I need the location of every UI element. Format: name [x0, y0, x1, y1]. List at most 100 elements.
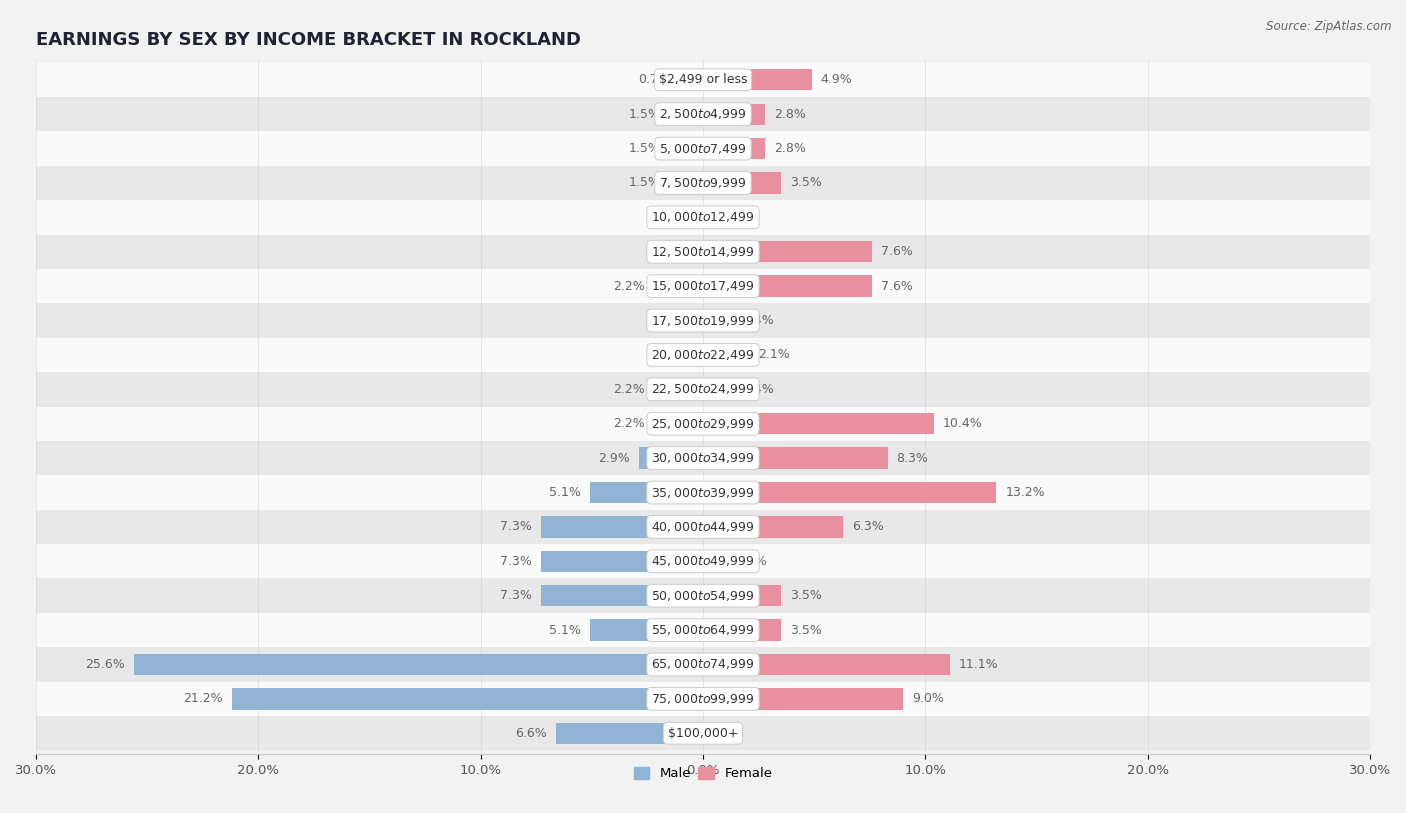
Text: 3.5%: 3.5%: [790, 589, 821, 602]
Legend: Male, Female: Male, Female: [628, 762, 778, 785]
Text: 0.69%: 0.69%: [727, 554, 768, 567]
Text: $12,500 to $14,999: $12,500 to $14,999: [651, 245, 755, 259]
Text: $15,000 to $17,499: $15,000 to $17,499: [651, 279, 755, 293]
Text: 2.2%: 2.2%: [613, 383, 645, 396]
Text: $2,500 to $4,999: $2,500 to $4,999: [659, 107, 747, 121]
Bar: [703, 103, 765, 125]
Text: $22,500 to $24,999: $22,500 to $24,999: [651, 382, 755, 396]
Text: $75,000 to $99,999: $75,000 to $99,999: [651, 692, 755, 706]
Text: 8.3%: 8.3%: [897, 451, 928, 464]
Text: $100,000+: $100,000+: [668, 727, 738, 740]
Text: 1.5%: 1.5%: [628, 107, 661, 120]
Text: 9.0%: 9.0%: [912, 693, 943, 706]
Text: 7.6%: 7.6%: [882, 280, 912, 293]
Text: $50,000 to $54,999: $50,000 to $54,999: [651, 589, 755, 602]
Bar: [703, 172, 780, 193]
Bar: [232, 689, 703, 710]
Text: EARNINGS BY SEX BY INCOME BRACKET IN ROCKLAND: EARNINGS BY SEX BY INCOME BRACKET IN ROC…: [37, 31, 581, 50]
Bar: [703, 310, 734, 331]
Bar: [37, 613, 1369, 647]
Text: $7,500 to $9,999: $7,500 to $9,999: [659, 176, 747, 190]
Text: 0.0%: 0.0%: [662, 314, 695, 327]
Text: 2.2%: 2.2%: [613, 280, 645, 293]
Bar: [589, 620, 703, 641]
Bar: [37, 97, 1369, 132]
Text: 21.2%: 21.2%: [183, 693, 222, 706]
Text: 1.5%: 1.5%: [628, 176, 661, 189]
Bar: [703, 379, 734, 400]
Text: 6.6%: 6.6%: [516, 727, 547, 740]
Bar: [703, 344, 749, 366]
Bar: [703, 620, 780, 641]
Bar: [37, 372, 1369, 406]
Text: 7.6%: 7.6%: [882, 246, 912, 259]
Text: Source: ZipAtlas.com: Source: ZipAtlas.com: [1267, 20, 1392, 33]
Bar: [638, 447, 703, 469]
Bar: [703, 689, 903, 710]
Text: 0.0%: 0.0%: [711, 727, 744, 740]
Bar: [37, 303, 1369, 337]
Bar: [37, 681, 1369, 716]
Text: $17,500 to $19,999: $17,500 to $19,999: [651, 314, 755, 328]
Bar: [654, 276, 703, 297]
Text: 13.2%: 13.2%: [1005, 486, 1045, 499]
Text: 10.4%: 10.4%: [943, 417, 983, 430]
Text: $45,000 to $49,999: $45,000 to $49,999: [651, 554, 755, 568]
Bar: [703, 516, 844, 537]
Text: 3.5%: 3.5%: [790, 176, 821, 189]
Bar: [703, 654, 950, 675]
Bar: [541, 516, 703, 537]
Bar: [37, 579, 1369, 613]
Text: 7.3%: 7.3%: [501, 520, 531, 533]
Bar: [37, 337, 1369, 372]
Text: $2,499 or less: $2,499 or less: [659, 73, 747, 86]
Text: 1.4%: 1.4%: [742, 314, 775, 327]
Bar: [654, 413, 703, 434]
Bar: [541, 585, 703, 606]
Bar: [703, 482, 997, 503]
Bar: [37, 200, 1369, 235]
Bar: [703, 276, 872, 297]
Bar: [37, 132, 1369, 166]
Text: $40,000 to $44,999: $40,000 to $44,999: [651, 520, 755, 534]
Bar: [703, 413, 934, 434]
Text: 3.5%: 3.5%: [790, 624, 821, 637]
Bar: [703, 138, 765, 159]
Text: 7.3%: 7.3%: [501, 554, 531, 567]
Text: 1.4%: 1.4%: [742, 383, 775, 396]
Text: 5.1%: 5.1%: [548, 486, 581, 499]
Bar: [686, 69, 703, 90]
Text: 1.5%: 1.5%: [628, 142, 661, 155]
Bar: [37, 406, 1369, 441]
Bar: [703, 241, 872, 263]
Text: 0.73%: 0.73%: [638, 73, 678, 86]
Text: $5,000 to $7,499: $5,000 to $7,499: [659, 141, 747, 155]
Text: $25,000 to $29,999: $25,000 to $29,999: [651, 417, 755, 431]
Text: 2.8%: 2.8%: [775, 107, 806, 120]
Text: $20,000 to $22,499: $20,000 to $22,499: [651, 348, 755, 362]
Text: 0.0%: 0.0%: [662, 349, 695, 362]
Text: 6.3%: 6.3%: [852, 520, 884, 533]
Text: 0.0%: 0.0%: [662, 211, 695, 224]
Text: $65,000 to $74,999: $65,000 to $74,999: [651, 658, 755, 672]
Bar: [134, 654, 703, 675]
Bar: [654, 379, 703, 400]
Bar: [37, 166, 1369, 200]
Text: 25.6%: 25.6%: [86, 658, 125, 671]
Text: 11.1%: 11.1%: [959, 658, 998, 671]
Text: 2.2%: 2.2%: [613, 417, 645, 430]
Bar: [37, 476, 1369, 510]
Text: 0.0%: 0.0%: [662, 246, 695, 259]
Bar: [669, 172, 703, 193]
Bar: [37, 441, 1369, 476]
Text: 4.9%: 4.9%: [821, 73, 852, 86]
Text: 7.3%: 7.3%: [501, 589, 531, 602]
Bar: [37, 63, 1369, 97]
Bar: [557, 723, 703, 744]
Text: $35,000 to $39,999: $35,000 to $39,999: [651, 485, 755, 499]
Bar: [703, 585, 780, 606]
Bar: [703, 69, 811, 90]
Bar: [37, 544, 1369, 579]
Bar: [541, 550, 703, 572]
Bar: [37, 510, 1369, 544]
